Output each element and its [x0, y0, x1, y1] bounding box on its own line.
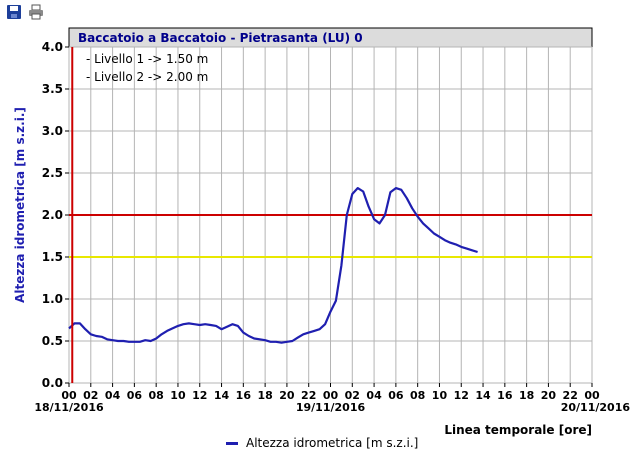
save-icon[interactable] — [6, 4, 22, 20]
x-tick-label: 10 — [432, 389, 448, 402]
date-label: 18/11/2016 — [34, 401, 104, 414]
x-axis-label: Linea temporale [ore] — [444, 423, 592, 437]
x-tick-label: 20 — [541, 389, 557, 402]
x-tick-label: 08 — [149, 389, 164, 402]
x-tick-label: 08 — [410, 389, 425, 402]
series-line — [68, 187, 478, 344]
y-tick-label: 2.5 — [42, 166, 63, 180]
x-tick-label: 00 — [584, 389, 600, 402]
x-tick-label: 04 — [366, 389, 382, 402]
x-tick-label: 02 — [345, 389, 360, 402]
y-tick-label: 0.0 — [42, 376, 63, 390]
x-tick-label: 18 — [257, 389, 272, 402]
y-axis-ticks: 0.0 0.5 1.0 1.5 2.0 2.5 3.0 3.5 4.0 — [42, 40, 69, 390]
x-tick-label: 12 — [454, 389, 469, 402]
x-tick-label: 02 — [83, 389, 98, 402]
date-labels: 18/11/2016 19/11/2016 20/11/2016 — [34, 401, 630, 414]
annotations: - Livello 1 -> 1.50 m - Livello 2 -> 2.0… — [86, 52, 208, 84]
annotation-livello-1: - Livello 1 -> 1.50 m — [86, 52, 208, 66]
x-tick-label: 06 — [388, 389, 404, 402]
toolbar — [6, 4, 44, 20]
y-tick-label: 1.5 — [42, 250, 63, 264]
x-tick-label: 18 — [519, 389, 534, 402]
x-tick-label: 16 — [236, 389, 252, 402]
x-tick-label: 16 — [497, 389, 513, 402]
y-tick-label: 3.5 — [42, 82, 63, 96]
threshold-lines — [69, 214, 592, 258]
x-tick-label: 22 — [301, 389, 316, 402]
legend-swatch — [226, 441, 238, 445]
y-tick-label: 2.0 — [42, 208, 63, 222]
grid — [68, 46, 593, 384]
x-tick-label: 20 — [279, 389, 295, 402]
x-tick-label: 10 — [170, 389, 186, 402]
y-tick-label: 1.0 — [42, 292, 63, 306]
legend-label: Altezza idrometrica [m s.z.i.] — [246, 436, 419, 450]
y-tick-label: 4.0 — [42, 40, 63, 54]
x-tick-label: 04 — [105, 389, 121, 402]
print-icon[interactable] — [28, 4, 44, 20]
x-tick-label: 00 — [323, 389, 339, 402]
date-label: 19/11/2016 — [296, 401, 366, 414]
date-label: 20/11/2016 — [561, 401, 631, 414]
x-tick-label: 14 — [214, 389, 230, 402]
y-tick-label: 3.0 — [42, 124, 63, 138]
y-tick-label: 0.5 — [42, 334, 63, 348]
x-tick-label: 12 — [192, 389, 207, 402]
chart-title: Baccatoio a Baccatoio - Pietrasanta (LU)… — [78, 31, 363, 45]
series — [68, 187, 478, 344]
x-axis-ticks: 00 02 04 06 08 10 12 14 16 18 20 22 00 02 04 06 08 10 12 14… — [61, 383, 600, 402]
legend: Altezza idrometrica [m s.z.i.] — [226, 436, 418, 450]
x-tick-label: 00 — [61, 389, 77, 402]
x-tick-label: 22 — [563, 389, 578, 402]
x-tick-label: 14 — [475, 389, 491, 402]
x-tick-label: 06 — [127, 389, 143, 402]
annotation-livello-2: - Livello 2 -> 2.00 m — [86, 70, 208, 84]
y-axis-label: Altezza idrometrica [m s.z.i.] — [13, 107, 27, 303]
